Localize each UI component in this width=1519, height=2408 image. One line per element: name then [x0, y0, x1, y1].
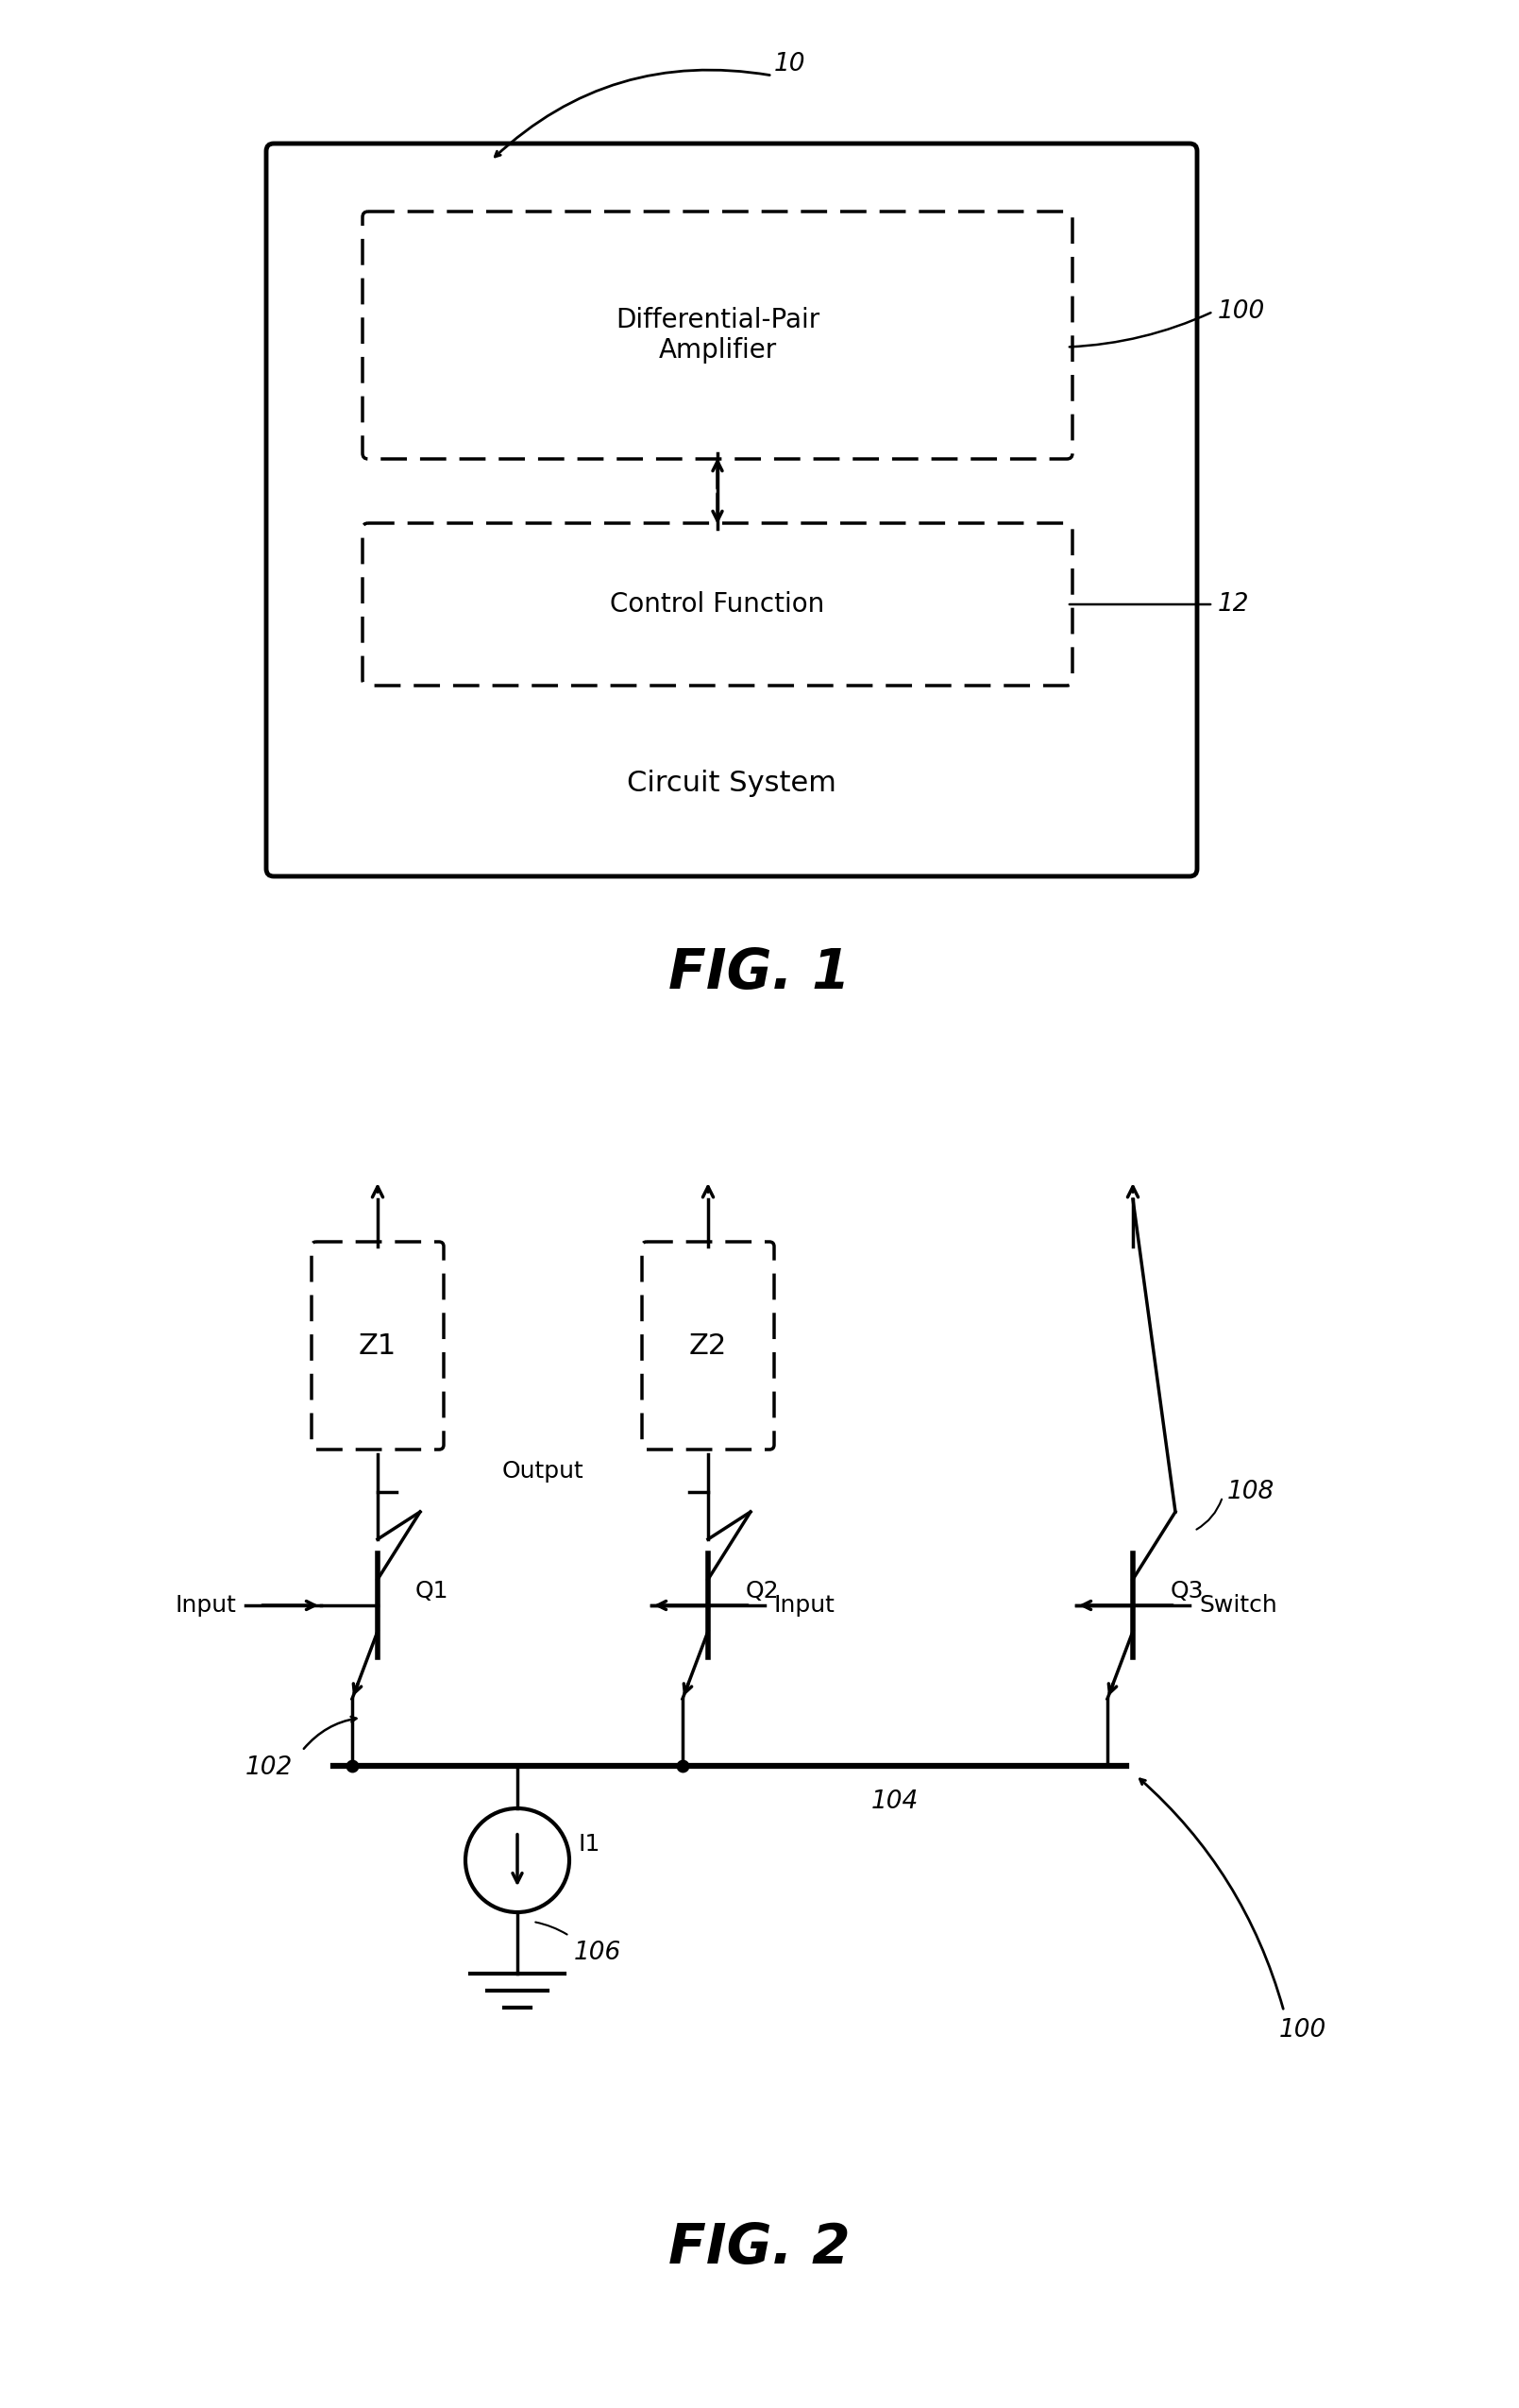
FancyBboxPatch shape — [643, 1243, 775, 1450]
Text: 100: 100 — [1218, 299, 1265, 325]
Text: 108: 108 — [1227, 1481, 1274, 1505]
Text: Output: Output — [501, 1459, 583, 1483]
Text: 12: 12 — [1218, 592, 1250, 616]
Text: Differential-Pair
Amplifier: Differential-Pair Amplifier — [615, 306, 820, 364]
Text: Z2: Z2 — [690, 1332, 728, 1361]
Text: Input: Input — [775, 1594, 835, 1616]
Text: 100: 100 — [1279, 2018, 1326, 2042]
FancyBboxPatch shape — [363, 212, 1072, 460]
Text: 102: 102 — [245, 1755, 293, 1780]
Text: 10: 10 — [775, 53, 805, 77]
Text: Q3: Q3 — [1171, 1580, 1205, 1601]
Text: Q2: Q2 — [746, 1580, 779, 1601]
Text: Switch: Switch — [1198, 1594, 1277, 1616]
Text: FIG. 1: FIG. 1 — [668, 946, 851, 999]
Text: Circuit System: Circuit System — [627, 771, 837, 797]
FancyBboxPatch shape — [311, 1243, 444, 1450]
Text: Z1: Z1 — [358, 1332, 396, 1361]
FancyBboxPatch shape — [363, 523, 1072, 686]
Text: Control Function: Control Function — [611, 590, 825, 616]
Text: I1: I1 — [579, 1832, 602, 1857]
Text: Input: Input — [175, 1594, 235, 1616]
Text: 104: 104 — [872, 1789, 919, 1813]
Text: 106: 106 — [574, 1941, 621, 1965]
FancyBboxPatch shape — [266, 144, 1197, 877]
Text: Q1: Q1 — [415, 1580, 450, 1601]
Text: FIG. 2: FIG. 2 — [668, 2220, 851, 2276]
